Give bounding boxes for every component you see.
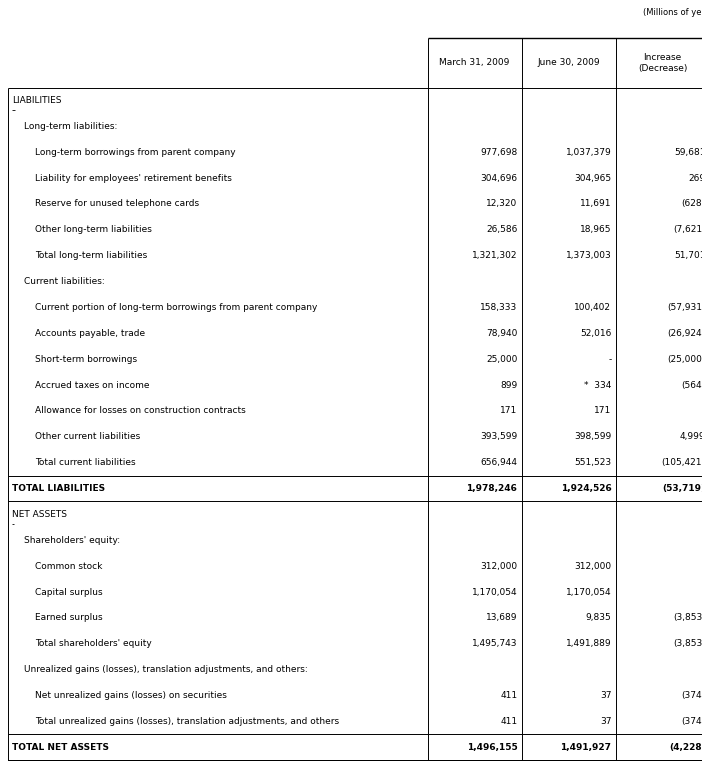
Text: Allowance for losses on construction contracts: Allowance for losses on construction con…	[35, 406, 246, 416]
Text: 37: 37	[600, 717, 611, 726]
Text: (4,228): (4,228)	[669, 743, 702, 752]
Text: 1,495,743: 1,495,743	[472, 639, 517, 648]
Text: 9,835: 9,835	[585, 613, 611, 622]
Text: 1,170,054: 1,170,054	[472, 587, 517, 597]
Text: Earned surplus: Earned surplus	[35, 613, 102, 622]
Text: Increase
(Decrease): Increase (Decrease)	[638, 53, 687, 73]
Text: 1,373,003: 1,373,003	[566, 251, 611, 260]
Text: (374): (374)	[682, 717, 702, 726]
Text: Total unrealized gains (losses), translation adjustments, and others: Total unrealized gains (losses), transla…	[35, 717, 339, 726]
Text: 393,599: 393,599	[480, 432, 517, 441]
Text: Accounts payable, trade: Accounts payable, trade	[35, 329, 145, 338]
Text: Capital surplus: Capital surplus	[35, 587, 102, 597]
Text: 551,523: 551,523	[574, 458, 611, 467]
Text: 269: 269	[689, 174, 702, 183]
Text: (3,853): (3,853)	[673, 639, 702, 648]
Text: Current portion of long-term borrowings from parent company: Current portion of long-term borrowings …	[35, 303, 317, 312]
Text: (Millions of yen): (Millions of yen)	[642, 8, 702, 17]
Text: TOTAL NET ASSETS: TOTAL NET ASSETS	[12, 743, 109, 752]
Text: 411: 411	[501, 691, 517, 700]
Text: 1,170,054: 1,170,054	[566, 587, 611, 597]
Text: 11,691: 11,691	[580, 199, 611, 209]
Text: 13,689: 13,689	[486, 613, 517, 622]
Text: 12,320: 12,320	[486, 199, 517, 209]
Text: 100,402: 100,402	[574, 303, 611, 312]
Text: 1,491,927: 1,491,927	[560, 743, 611, 752]
Text: Net unrealized gains (losses) on securities: Net unrealized gains (losses) on securit…	[35, 691, 227, 700]
Text: 977,698: 977,698	[480, 148, 517, 157]
Text: 1,924,526: 1,924,526	[561, 484, 611, 493]
Text: 1,978,246: 1,978,246	[467, 484, 517, 493]
Text: LIABILITIES: LIABILITIES	[12, 96, 62, 105]
Text: NET ASSETS: NET ASSETS	[12, 510, 67, 519]
Text: (26,924): (26,924)	[668, 329, 702, 338]
Text: (105,421): (105,421)	[661, 458, 702, 467]
Text: 1,491,889: 1,491,889	[566, 639, 611, 648]
Text: Shareholders' equity:: Shareholders' equity:	[24, 536, 120, 545]
Text: 37: 37	[600, 691, 611, 700]
Text: Common stock: Common stock	[35, 562, 102, 571]
Text: Accrued taxes on income: Accrued taxes on income	[35, 380, 150, 390]
Text: March 31, 2009: March 31, 2009	[439, 59, 510, 67]
Text: Short-term borrowings: Short-term borrowings	[35, 355, 137, 364]
Text: 26,586: 26,586	[486, 225, 517, 234]
Text: 59,681: 59,681	[674, 148, 702, 157]
Text: 52,016: 52,016	[580, 329, 611, 338]
Text: 899: 899	[500, 380, 517, 390]
Text: 304,965: 304,965	[574, 174, 611, 183]
Text: 304,696: 304,696	[480, 174, 517, 183]
Text: (564): (564)	[682, 380, 702, 390]
Text: 4,999: 4,999	[680, 432, 702, 441]
Text: (374): (374)	[682, 691, 702, 700]
Text: 51,701: 51,701	[674, 251, 702, 260]
Text: 25,000: 25,000	[486, 355, 517, 364]
Text: (25,000): (25,000)	[667, 355, 702, 364]
Text: Long-term borrowings from parent company: Long-term borrowings from parent company	[35, 148, 236, 157]
Text: 78,940: 78,940	[486, 329, 517, 338]
Text: Other current liabilities: Other current liabilities	[35, 432, 140, 441]
Text: Other long-term liabilities: Other long-term liabilities	[35, 225, 152, 234]
Text: Unrealized gains (losses), translation adjustments, and others:: Unrealized gains (losses), translation a…	[24, 665, 307, 674]
Text: 1,496,155: 1,496,155	[467, 743, 517, 752]
Text: (57,931): (57,931)	[667, 303, 702, 312]
Text: 1,321,302: 1,321,302	[472, 251, 517, 260]
Text: 312,000: 312,000	[480, 562, 517, 571]
Text: Liability for employees' retirement benefits: Liability for employees' retirement bene…	[35, 174, 232, 183]
Text: 656,944: 656,944	[480, 458, 517, 467]
Text: Current liabilities:: Current liabilities:	[24, 277, 105, 286]
Text: Total shareholders' equity: Total shareholders' equity	[35, 639, 152, 648]
Text: June 30, 2009: June 30, 2009	[537, 59, 600, 67]
Text: Total current liabilities: Total current liabilities	[35, 458, 135, 467]
Text: Total long-term liabilities: Total long-term liabilities	[35, 251, 147, 260]
Text: -: -	[608, 355, 611, 364]
Text: (628): (628)	[682, 199, 702, 209]
Text: 1,037,379: 1,037,379	[566, 148, 611, 157]
Text: *  334: * 334	[584, 380, 611, 390]
Text: Reserve for unused telephone cards: Reserve for unused telephone cards	[35, 199, 199, 209]
Text: (7,621): (7,621)	[673, 225, 702, 234]
Text: (53,719): (53,719)	[663, 484, 702, 493]
Text: TOTAL LIABILITIES: TOTAL LIABILITIES	[12, 484, 105, 493]
Text: Long-term liabilities:: Long-term liabilities:	[24, 122, 117, 131]
Text: 171: 171	[500, 406, 517, 416]
Text: 411: 411	[501, 717, 517, 726]
Text: 312,000: 312,000	[574, 562, 611, 571]
Text: 18,965: 18,965	[580, 225, 611, 234]
Text: 158,333: 158,333	[480, 303, 517, 312]
Text: 171: 171	[594, 406, 611, 416]
Text: (3,853): (3,853)	[673, 613, 702, 622]
Text: 398,599: 398,599	[574, 432, 611, 441]
